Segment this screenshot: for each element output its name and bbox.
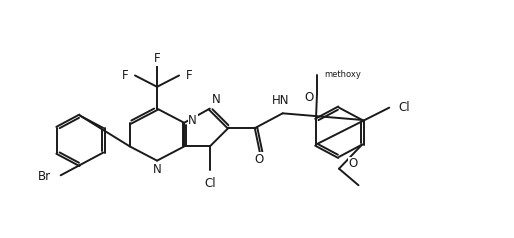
Text: F: F xyxy=(122,69,128,82)
Text: methoxy: methoxy xyxy=(325,70,361,79)
Text: Cl: Cl xyxy=(398,101,410,114)
Text: Cl: Cl xyxy=(204,177,216,190)
Text: F: F xyxy=(186,69,192,82)
Text: N: N xyxy=(153,163,161,176)
Text: N: N xyxy=(188,114,197,127)
Text: HN: HN xyxy=(272,94,289,107)
Text: O: O xyxy=(305,91,314,104)
Text: Br: Br xyxy=(39,170,51,183)
Text: O: O xyxy=(254,153,264,166)
Text: F: F xyxy=(154,52,160,65)
Text: O: O xyxy=(348,158,358,170)
Text: N: N xyxy=(212,93,221,106)
